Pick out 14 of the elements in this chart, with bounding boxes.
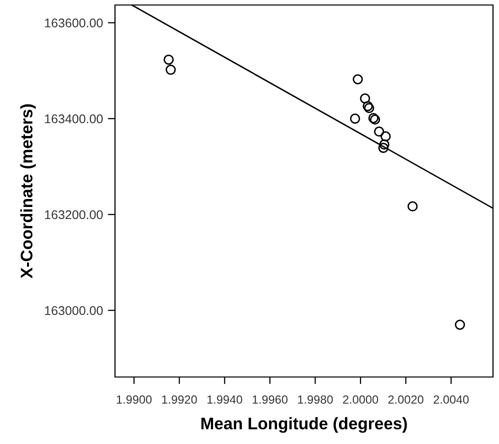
- y-tick-label: 163200.00: [45, 210, 103, 220]
- x-tick-label: 1.9940: [207, 395, 242, 404]
- x-tick-label: 1.9960: [252, 395, 288, 404]
- x-tick-label: 2.0000: [343, 395, 378, 404]
- y-axis-title: X-Coordinate (meters): [20, 104, 36, 278]
- x-tick-label: 1.9980: [298, 395, 333, 404]
- y-tick-label: 163400.00: [45, 114, 103, 124]
- x-tick-label: 2.0020: [388, 395, 424, 404]
- x-tick-label: 1.9920: [162, 395, 197, 404]
- x-tick-label: 2.0040: [434, 395, 469, 404]
- x-tick-label: 1.9900: [116, 395, 152, 404]
- x-axis-title: Mean Longitude (degrees): [201, 417, 407, 433]
- y-tick-label: 163000.00: [45, 306, 103, 316]
- y-tick-label: 163600.00: [45, 18, 103, 28]
